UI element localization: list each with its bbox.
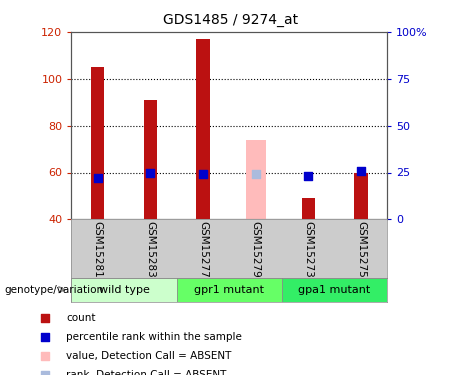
Bar (246, 140, 266, 219)
Point (305, 173, 312, 179)
Text: gpr1 mutant: gpr1 mutant (195, 285, 264, 295)
Text: GSM15275: GSM15275 (356, 221, 366, 278)
Bar (196, 39, 210, 219)
Bar (144, 100, 157, 219)
Point (199, 171, 207, 177)
Text: gpa1 mutant: gpa1 mutant (298, 285, 371, 295)
Point (94, 175, 101, 181)
Text: GSM15279: GSM15279 (251, 221, 260, 278)
Point (41, 334, 49, 340)
Bar (71, 278, 177, 302)
Point (357, 168, 365, 174)
Text: count: count (66, 314, 95, 323)
Text: percentile rank within the sample: percentile rank within the sample (66, 332, 242, 342)
Bar (91, 67, 104, 219)
Bar (301, 198, 315, 219)
Text: GSM15283: GSM15283 (145, 221, 155, 278)
Text: GSM15277: GSM15277 (198, 221, 208, 278)
Point (41, 353, 49, 359)
Text: value, Detection Call = ABSENT: value, Detection Call = ABSENT (66, 351, 231, 361)
Text: wild type: wild type (99, 285, 149, 295)
Bar (282, 278, 387, 302)
Text: GDS1485 / 9274_at: GDS1485 / 9274_at (163, 13, 298, 27)
Bar (177, 278, 282, 302)
Text: rank, Detection Call = ABSENT: rank, Detection Call = ABSENT (66, 370, 226, 375)
Text: GSM15281: GSM15281 (93, 221, 103, 278)
Point (41, 372, 49, 375)
Point (252, 171, 260, 177)
Text: GSM15273: GSM15273 (303, 221, 313, 278)
Text: genotype/variation: genotype/variation (5, 285, 104, 295)
Point (41, 315, 49, 321)
Bar (355, 172, 367, 219)
Point (147, 170, 154, 176)
